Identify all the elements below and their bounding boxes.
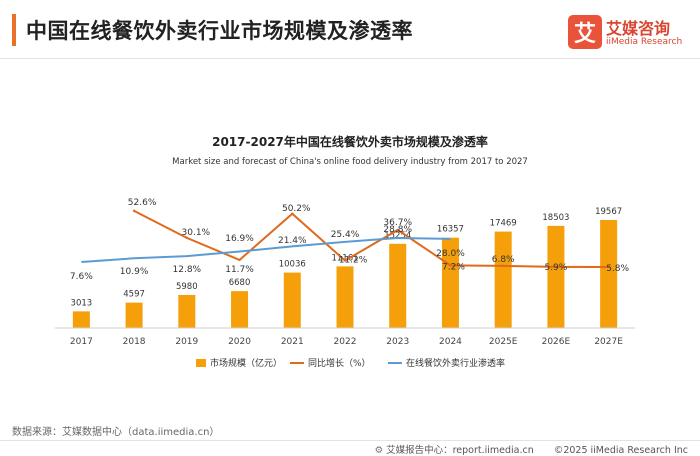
growth-label-2024: 7.2% (442, 262, 465, 272)
bar-2026E (547, 225, 565, 328)
logo-mark: 艾 (568, 15, 602, 49)
growth-point-2023 (396, 228, 399, 232)
penetration-label-2020: 16.9% (225, 234, 254, 244)
growth-point-2025E (501, 264, 505, 268)
growth-label-2025E: 6.8% (492, 255, 515, 265)
legend-label-penetration: 在线餐饮外卖行业渗透率 (406, 357, 505, 369)
title-accent-bar (12, 14, 16, 46)
bar-2019 (178, 294, 196, 328)
growth-label-2022: 11.2% (339, 256, 368, 266)
bar-label-2020: 6680 (229, 278, 251, 288)
growth-label-2023: 36.7% (383, 218, 412, 228)
footer-copyright: ©2025 iiMedia Research Inc (553, 445, 688, 456)
x-tick-2026E: 2026E (542, 337, 571, 347)
x-tick-2023: 2023 (386, 337, 409, 347)
growth-point-2021 (291, 212, 294, 215)
footer-info: ⚙ 艾媒报告中心：report.iimedia.cn ©2025 iiMedia … (375, 442, 688, 456)
chart-title: 2017-2027年中国在线餐饮外卖市场规模及渗透率 (212, 134, 488, 149)
growth-point-2027E (607, 265, 610, 269)
bar-label-2019: 5980 (176, 282, 198, 292)
page-title: 中国在线餐饮外卖行业市场规模及渗透率 (26, 19, 413, 43)
bar-2022 (336, 266, 354, 328)
bar-label-2021: 10036 (279, 260, 306, 270)
bar-2023 (389, 243, 407, 328)
bar-label-2017: 3013 (71, 298, 93, 308)
legend-label-market-size: 市场规模（亿元） (210, 357, 282, 369)
x-tick-2021: 2021 (281, 337, 304, 347)
bar-label-2026E: 18503 (542, 213, 569, 223)
bar-label-2025E: 17469 (490, 219, 517, 229)
growth-label-2027E: 5.8% (606, 264, 629, 274)
growth-point-2024 (449, 264, 452, 267)
data-source: 数据来源：艾媒数据中心（data.iimedia.cn） (12, 427, 220, 438)
penetration-rate-line (81, 236, 451, 263)
header-divider (0, 58, 700, 59)
x-tick-2022: 2022 (334, 337, 357, 347)
growth-label-2026E: 5.9% (544, 263, 567, 273)
x-tick-2025E: 2025E (489, 337, 518, 347)
market-size-chart: 2017-2027年中国在线餐饮外卖市场规模及渗透率 Market size an… (55, 134, 635, 369)
x-tick-2024: 2024 (439, 337, 462, 347)
chart-subtitle: Market size and forecast of China's onli… (172, 157, 528, 167)
penetration-label-2023: 28.8% (383, 225, 412, 235)
penetration-label-2019: 12.8% (173, 265, 202, 275)
growth-label-2019: 30.1% (182, 228, 211, 238)
growth-rate-line (133, 209, 609, 269)
x-tick-2019: 2019 (175, 337, 198, 347)
growth-point-2018 (132, 209, 136, 213)
legend-swatch-market-size (196, 359, 206, 367)
penetration-label-2024: 28.0% (436, 249, 465, 259)
iimedia-logo: 艾 艾媒咨询 iiMedia Research (568, 15, 686, 53)
report-center-icon: ⚙ (374, 445, 384, 456)
growth-point-2020 (238, 258, 241, 262)
bar-label-2027E: 19567 (595, 207, 622, 217)
penetration-label-2017: 7.6% (70, 272, 93, 282)
x-tick-2018: 2018 (123, 337, 146, 347)
penetration-label-2018: 10.9% (120, 267, 149, 277)
bar-label-2023: 15254 (384, 231, 411, 241)
growth-point-2026E (554, 265, 558, 269)
footer-divider (0, 440, 700, 441)
growth-label-2021: 50.2% (282, 204, 311, 214)
penetration-label-2021: 21.4% (278, 236, 307, 246)
bar-2024 (441, 237, 459, 328)
growth-point-2019 (185, 236, 189, 240)
growth-point-2022 (343, 259, 347, 262)
bar-label-2024: 16357 (437, 225, 464, 235)
bar-label-2018: 4597 (123, 290, 145, 300)
x-tick-2017: 2017 (70, 337, 93, 347)
bar-2021 (283, 272, 301, 328)
growth-label-2020: 11.7% (225, 265, 254, 275)
footer-report-link[interactable]: 艾媒报告中心：report.iimedia.cn (386, 445, 534, 456)
bar-2027E (600, 220, 618, 328)
bar-2017 (72, 311, 90, 328)
x-tick-2020: 2020 (228, 337, 251, 347)
bar-label-2022: 11161 (331, 253, 358, 263)
penetration-label-2022: 25.4% (331, 230, 360, 240)
growth-label-2018: 52.6% (128, 198, 157, 208)
bar-2018 (125, 302, 143, 328)
logo-chinese-name: 艾媒咨询 (606, 19, 671, 38)
legend-label-growth: 同比增长（%） (308, 357, 371, 369)
x-tick-2027E: 2027E (594, 337, 623, 347)
bar-2025E (494, 231, 512, 328)
bar-2020 (231, 291, 249, 328)
logo-english-name: iiMedia Research (606, 37, 683, 47)
